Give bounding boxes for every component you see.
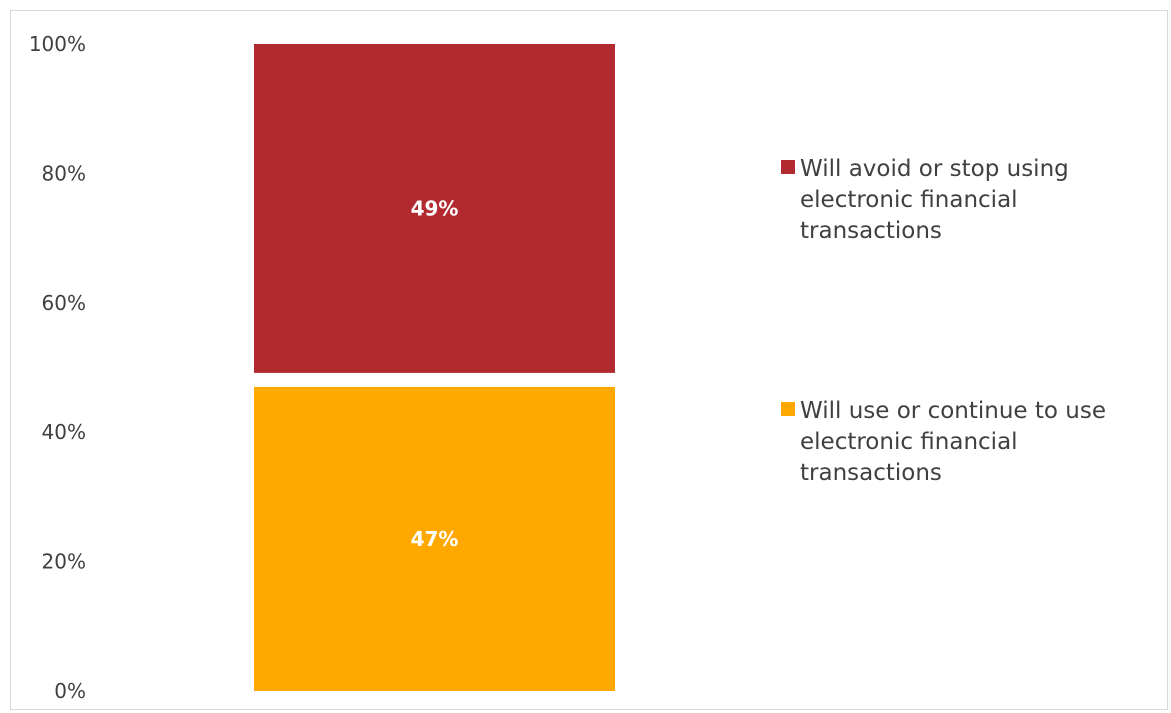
legend-swatch-avoid [781,160,795,174]
legend-item-avoid: Will avoid or stop using electronic fina… [781,154,1161,247]
bar-segment [254,386,615,691]
bar-data-label: 47% [411,527,459,551]
y-tick-label: 40% [42,420,86,444]
data-labels: 47% 49% [411,196,459,551]
y-tick-label: 80% [42,161,86,185]
y-tick-label: 20% [42,550,86,574]
bars [254,44,615,691]
legend-label-use: Will use or continue to use electronic f… [800,398,1107,486]
y-tick-label: 60% [42,291,86,315]
legend-item-use: Will use or continue to use electronic f… [781,396,1161,489]
legend-swatch-use [781,402,795,416]
bar-data-label: 49% [411,196,459,220]
y-tick-label: 100% [29,32,86,56]
y-axis-ticks: 0% 20% 40% 60% 80% 100% [29,32,86,703]
bar-segment [254,44,615,373]
legend-label-avoid: Will avoid or stop using electronic fina… [800,156,1069,244]
y-tick-label: 0% [54,679,86,703]
chart-frame [10,10,1168,710]
